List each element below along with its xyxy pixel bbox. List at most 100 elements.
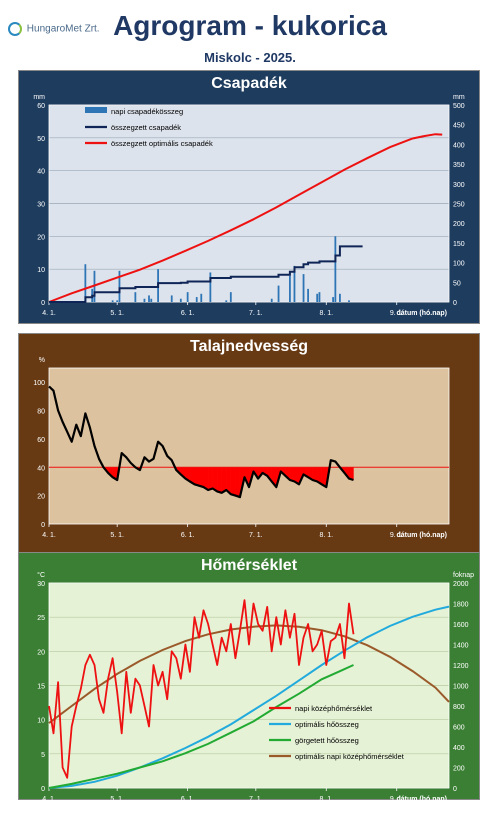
precip-bar bbox=[150, 298, 153, 302]
precip-bar bbox=[316, 293, 319, 302]
x-tick-label: 8. 1. bbox=[319, 532, 333, 539]
precip-bar bbox=[186, 292, 189, 302]
y2-tick-label: 1200 bbox=[453, 663, 469, 670]
page-subtitle: Miskolc - 2025. bbox=[204, 50, 296, 65]
precip-bar bbox=[289, 275, 291, 302]
precip-bar bbox=[277, 285, 280, 302]
deficit-area bbox=[207, 467, 213, 491]
page-title: Agrogram - kukorica bbox=[113, 10, 387, 41]
y2-tick-label: 100 bbox=[453, 261, 465, 268]
x-tick-label: 7. 1. bbox=[249, 796, 263, 801]
deficit-area bbox=[194, 467, 200, 486]
precip-bar bbox=[134, 292, 137, 302]
precip-bar bbox=[339, 293, 341, 302]
legend-label: összegzett optimális csapadék bbox=[111, 139, 213, 148]
temperature-chart: 0 5 10 15 20 25 30 0 200 400 600 800 1000 1200 1400 160… bbox=[37, 571, 474, 801]
y-tick-label: 50 bbox=[37, 136, 45, 143]
y2-tick-label: 1800 bbox=[453, 602, 469, 609]
y-tick-label: 0 bbox=[41, 786, 45, 793]
precip-bar bbox=[118, 270, 121, 302]
precip-bar bbox=[293, 265, 296, 302]
x-tick-label: 4. 1. bbox=[42, 796, 56, 801]
legend-swatch bbox=[85, 107, 107, 113]
y2-axis-label: mm bbox=[453, 94, 465, 101]
x-axis-label: dátum (hó.nap) bbox=[396, 796, 447, 801]
y-tick-label: 60 bbox=[37, 103, 45, 110]
temperature-title: Hőmérséklet bbox=[200, 557, 298, 574]
y-axis-label: % bbox=[39, 357, 45, 364]
y2-tick-label: 1000 bbox=[453, 684, 469, 691]
precip-bar bbox=[348, 300, 350, 302]
y2-tick-label: 2000 bbox=[453, 581, 469, 588]
legend-label: napi csapadékösszeg bbox=[111, 107, 183, 116]
y-tick-label: 0 bbox=[41, 300, 45, 307]
x-tick-label: 9. 1. bbox=[390, 532, 404, 539]
legend-label: összegzett csapadék bbox=[111, 123, 181, 132]
x-tick-label: 8. 1. bbox=[319, 796, 333, 801]
legend-label: görgetett hőösszeg bbox=[295, 736, 359, 745]
y-axis-label: mm bbox=[33, 94, 45, 101]
precipitation-chart: 0 10 20 30 40 50 60 0 50 100 150 200 250 300 350 400 450… bbox=[33, 94, 465, 317]
soil-moisture-line bbox=[48, 385, 354, 499]
y2-tick-label: 1600 bbox=[453, 622, 469, 629]
y-tick-label: 100 bbox=[33, 380, 45, 387]
optimal-heat-sum-line bbox=[48, 605, 450, 789]
y2-tick-label: 400 bbox=[453, 745, 465, 752]
y-axis-label: °C bbox=[37, 571, 45, 579]
logo: HungaroMet Zrt. bbox=[8, 22, 100, 36]
precip-bar bbox=[195, 297, 198, 302]
deficit-area bbox=[230, 467, 236, 496]
precip-bar bbox=[170, 295, 173, 302]
y2-tick-label: 0 bbox=[453, 786, 457, 793]
precip-bar bbox=[116, 300, 119, 302]
y-tick-label: 25 bbox=[37, 615, 45, 622]
cum-precip-line bbox=[49, 245, 363, 303]
y2-tick-label: 300 bbox=[453, 182, 465, 189]
x-tick-label: 4. 1. bbox=[42, 532, 56, 539]
precipitation-panel: Csapadék 0 10 20 30 40 50 60 0 50 100 150 200 250 300… bbox=[18, 70, 480, 324]
logo-icon bbox=[8, 22, 22, 36]
y2-tick-label: 600 bbox=[453, 725, 465, 732]
precip-bar bbox=[179, 298, 182, 302]
x-tick-label: 8. 1. bbox=[319, 310, 333, 317]
y2-tick-label: 800 bbox=[453, 704, 465, 711]
x-tick-label: 9. 1. bbox=[390, 796, 404, 801]
x-axis-label: dátum (hó.nap) bbox=[396, 532, 447, 539]
y-tick-label: 30 bbox=[37, 202, 45, 209]
x-tick-label: 5. 1. bbox=[110, 796, 124, 801]
x-tick-label: 5. 1. bbox=[110, 310, 124, 317]
y-tick-label: 30 bbox=[37, 581, 45, 588]
y-tick-label: 40 bbox=[37, 169, 45, 176]
cum-heat-sum-line bbox=[48, 664, 354, 789]
y-tick-label: 10 bbox=[37, 267, 45, 274]
y2-tick-label: 350 bbox=[453, 162, 465, 169]
x-tick-label: 7. 1. bbox=[249, 310, 263, 317]
precip-bar bbox=[209, 272, 212, 302]
plot-frame bbox=[48, 367, 450, 525]
temperature-panel: Hőmérséklet 0 5 10 15 20 25 30 0 200 400 600 800 100… bbox=[18, 552, 480, 801]
plot-frame bbox=[48, 104, 450, 303]
optimal-daily-temp-line bbox=[48, 624, 450, 724]
y2-tick-label: 250 bbox=[453, 202, 465, 209]
y-tick-label: 20 bbox=[37, 649, 45, 656]
x-tick-label: 9. 1. bbox=[390, 310, 404, 317]
y-tick-label: 5 bbox=[41, 752, 45, 759]
precip-bar bbox=[318, 292, 321, 302]
precip-bar bbox=[332, 297, 334, 302]
legend-label: napi középhőmérséklet bbox=[295, 704, 373, 713]
daily-temp-line bbox=[48, 599, 355, 779]
precipitation-title: Csapadék bbox=[211, 75, 287, 92]
precip-bar bbox=[200, 293, 203, 302]
plot-area bbox=[49, 368, 449, 524]
x-tick-label: 6. 1. bbox=[181, 532, 195, 539]
y-tick-label: 10 bbox=[37, 718, 45, 725]
y2-tick-label: 0 bbox=[453, 300, 457, 307]
soil-moisture-title: Talajnedvesség bbox=[190, 338, 308, 355]
y2-tick-label: 1400 bbox=[453, 643, 469, 650]
legend-label: optimális hőösszeg bbox=[295, 720, 359, 729]
y2-tick-label: 150 bbox=[453, 241, 465, 248]
precip-bar bbox=[148, 295, 150, 302]
legend-label: optimális napi középhőmérséklet bbox=[295, 752, 405, 761]
x-tick-label: 6. 1. bbox=[181, 310, 195, 317]
optimal-precip-line bbox=[48, 133, 443, 303]
